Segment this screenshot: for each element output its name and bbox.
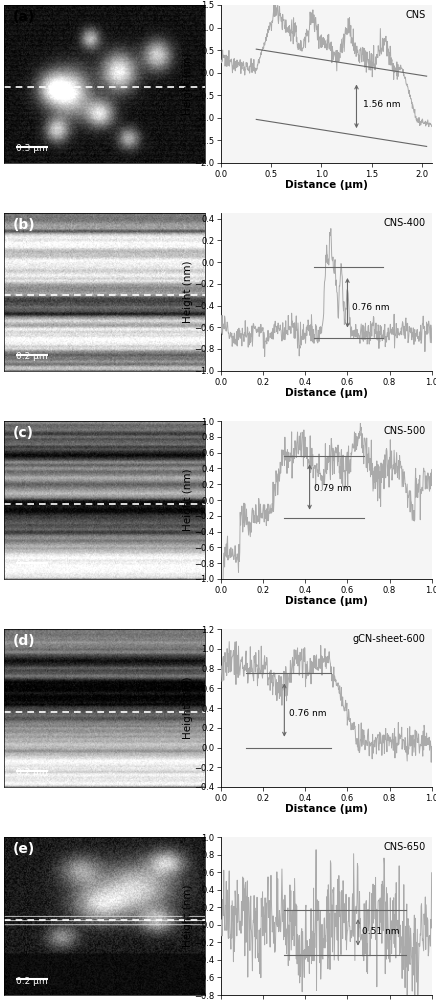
Text: CNS-400: CNS-400	[383, 218, 426, 228]
Text: (a): (a)	[12, 10, 34, 24]
Text: 0.76 nm: 0.76 nm	[352, 303, 389, 312]
Text: (c): (c)	[12, 426, 34, 440]
Y-axis label: Height (nm): Height (nm)	[183, 261, 193, 323]
Text: 0.51 nm: 0.51 nm	[362, 927, 400, 936]
Text: gCN-sheet-600: gCN-sheet-600	[352, 634, 426, 644]
Y-axis label: Height (nm): Height (nm)	[183, 677, 193, 739]
Text: 0.2 μm: 0.2 μm	[17, 768, 48, 777]
Y-axis label: Height (nm): Height (nm)	[183, 469, 193, 531]
Y-axis label: Height (nm): Height (nm)	[183, 53, 193, 115]
Text: (d): (d)	[12, 634, 35, 648]
Y-axis label: Height (nm): Height (nm)	[183, 885, 193, 947]
X-axis label: Distance (μm): Distance (μm)	[285, 804, 368, 814]
Text: 0.79 nm: 0.79 nm	[314, 484, 351, 493]
Text: 0.2 μm: 0.2 μm	[17, 977, 48, 986]
X-axis label: Distance (μm): Distance (μm)	[285, 596, 368, 606]
Text: 1.56 nm: 1.56 nm	[364, 100, 401, 109]
Text: (b): (b)	[12, 218, 35, 232]
Text: CNS-500: CNS-500	[383, 426, 426, 436]
X-axis label: Distance (μm): Distance (μm)	[285, 388, 368, 398]
X-axis label: Distance (μm): Distance (μm)	[285, 180, 368, 190]
Text: CNS: CNS	[405, 10, 426, 20]
Text: 0.76 nm: 0.76 nm	[289, 709, 326, 718]
Text: CNS-650: CNS-650	[383, 842, 426, 852]
Text: 0.3 μm: 0.3 μm	[17, 560, 48, 569]
Text: (e): (e)	[12, 842, 34, 856]
Text: 0.3 μm: 0.3 μm	[17, 144, 48, 153]
Text: 0.2 μm: 0.2 μm	[17, 352, 48, 361]
